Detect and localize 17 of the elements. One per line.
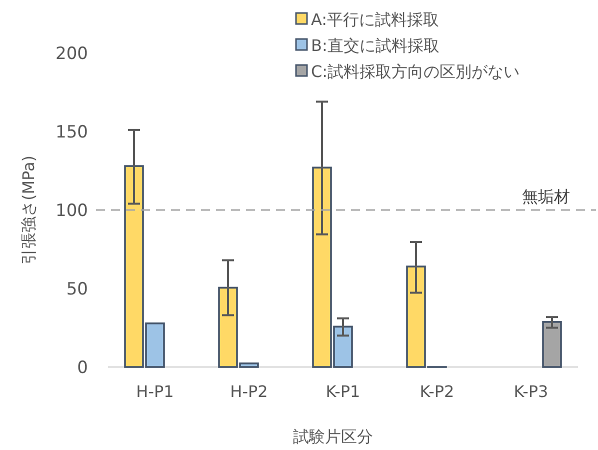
x-tick-label: K-P1 [326, 382, 360, 401]
x-tick-label: K-P3 [514, 382, 548, 401]
y-tick-label: 200 [56, 44, 88, 64]
x-tick-label: H-P2 [230, 382, 268, 401]
y-tick-label: 100 [56, 201, 88, 221]
x-tick-label: K-P2 [420, 382, 454, 401]
legend-label: A:平行に試料採取 [311, 10, 440, 29]
y-tick-label: 150 [56, 122, 88, 142]
y-tick-label: 50 [66, 280, 88, 300]
y-tick-label: 0 [77, 358, 88, 378]
x-axis-title: 試験片区分 [293, 427, 373, 446]
x-tick-label: H-P1 [136, 382, 174, 401]
y-axis-title: 引張強さ(MPa) [19, 155, 38, 265]
legend-label: B:直交に試料採取 [311, 36, 440, 55]
bar [542, 321, 562, 368]
ref-line-label: 無垢材 [522, 187, 570, 206]
legend-label: C:試料採取方向の区別がない [311, 62, 520, 81]
